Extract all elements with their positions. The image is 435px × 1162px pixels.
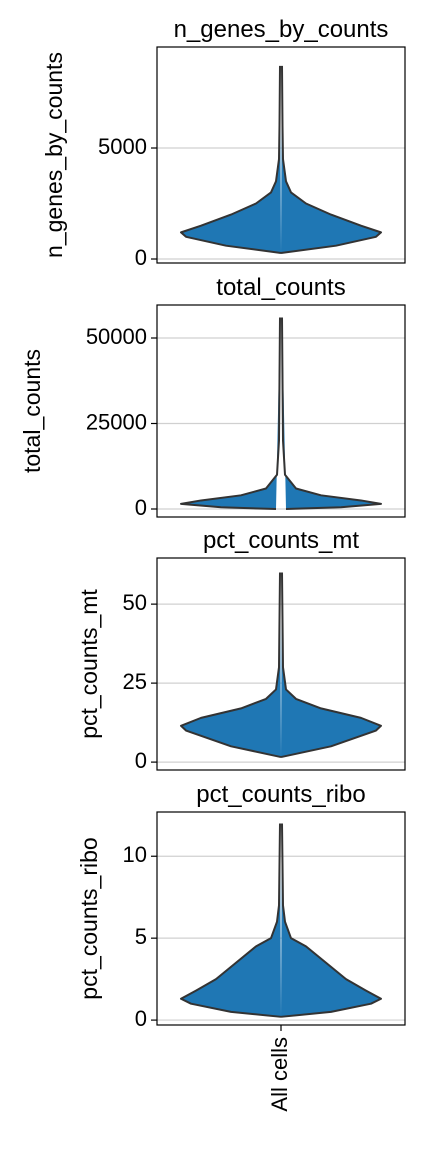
- y-tick-label: 0: [135, 495, 147, 520]
- y-tick-label: 25000: [86, 409, 147, 434]
- y-tick-label: 5000: [98, 134, 147, 159]
- y-axis-label: total_counts: [19, 349, 45, 473]
- y-tick-label: 50000: [86, 324, 147, 349]
- violin-half: [280, 65, 382, 255]
- y-axis-label: pct_counts_ribo: [76, 837, 102, 999]
- y-tick-label: 10: [123, 842, 147, 867]
- y-tick-label: 0: [135, 748, 147, 773]
- chart-title: pct_counts_ribo: [196, 781, 365, 808]
- violin-half: [180, 65, 282, 255]
- y-tick-label: 0: [135, 1006, 147, 1031]
- violin-half: [281, 317, 382, 510]
- axes-frame: [156, 557, 406, 771]
- chart-title: total_counts: [216, 274, 345, 301]
- axes-frame: [156, 46, 406, 264]
- violin-half: [180, 317, 281, 510]
- axes-frame: [156, 304, 406, 518]
- y-axis-label: pct_counts_mt: [76, 589, 102, 739]
- chart-title: pct_counts_mt: [203, 527, 359, 554]
- chart-title: n_genes_by_counts: [174, 16, 389, 43]
- y-tick-label: 25: [123, 669, 147, 694]
- y-tick-label: 50: [123, 590, 147, 615]
- violin-half: [280, 823, 382, 1018]
- violin-half: [180, 823, 282, 1018]
- y-tick-label: 5: [135, 924, 147, 949]
- violin-half: [280, 572, 382, 759]
- y-tick-label: 0: [135, 245, 147, 270]
- x-tick-label: All cells: [267, 1037, 292, 1112]
- violin-half: [180, 572, 282, 759]
- y-axis-label: n_genes_by_counts: [41, 52, 67, 258]
